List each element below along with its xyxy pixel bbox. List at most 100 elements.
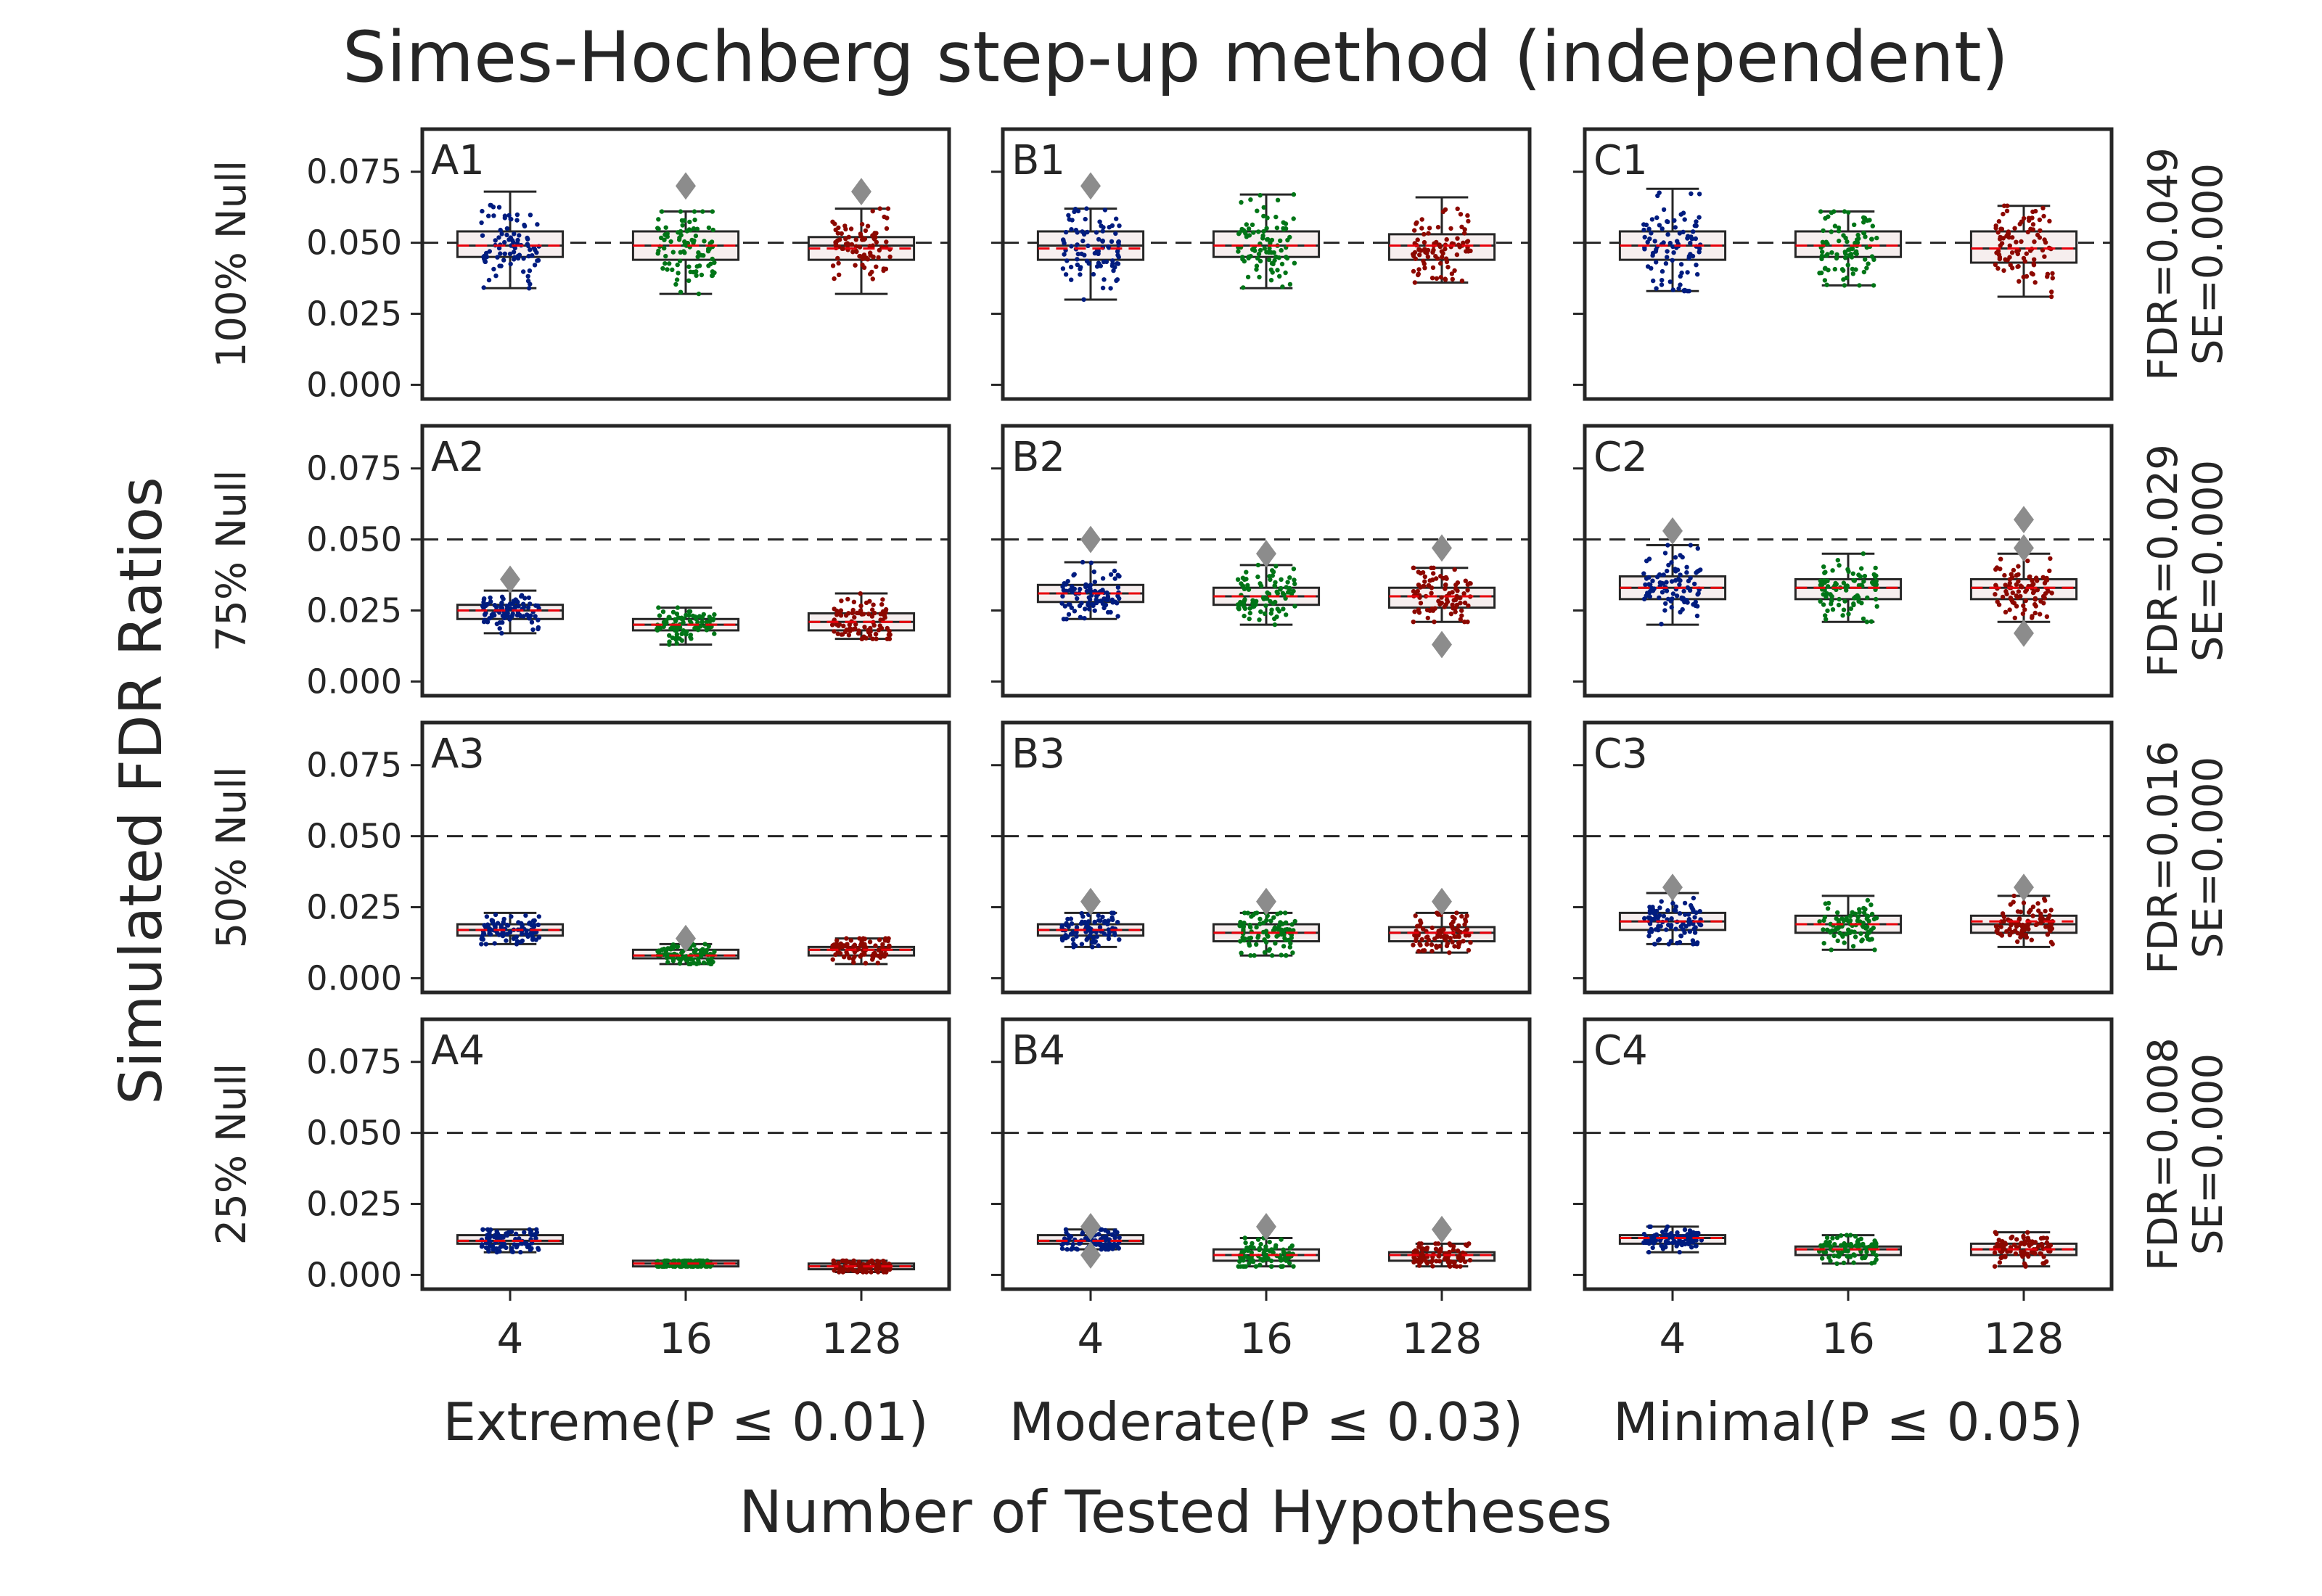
outlier-marker: [1080, 1212, 1101, 1241]
sample-point: [519, 593, 524, 599]
sample-point: [1418, 571, 1424, 576]
sample-point: [1665, 596, 1671, 601]
sample-point: [493, 1233, 498, 1238]
sample-point: [698, 951, 703, 957]
y-tick-label: 0.025: [306, 295, 402, 334]
sample-point: [1248, 924, 1253, 930]
sample-point: [686, 609, 692, 614]
sample-point: [1832, 223, 1838, 229]
outlier-marker: [1432, 534, 1452, 562]
sample-point: [2043, 908, 2048, 914]
sample-point: [1411, 588, 1416, 594]
sample-point: [1842, 209, 1847, 214]
sample-point: [514, 212, 520, 218]
sample-point: [887, 632, 893, 638]
sample-point: [1241, 600, 1247, 606]
sample-point: [1434, 1259, 1439, 1264]
sample-point: [1411, 942, 1416, 947]
sample-point: [1262, 246, 1268, 251]
sample-point: [1247, 943, 1252, 948]
sample-point: [1461, 240, 1466, 245]
sample-point: [691, 1264, 697, 1269]
sample-point: [1083, 606, 1088, 612]
sample-point: [1856, 236, 1861, 242]
sample-point: [830, 263, 836, 268]
sample-point: [1874, 916, 1879, 921]
sample-point: [1848, 606, 1854, 612]
sample-point: [1240, 935, 1245, 940]
sample-point: [1677, 231, 1683, 236]
sample-point: [1421, 261, 1427, 266]
sample-point: [1454, 1264, 1459, 1269]
sample-point: [1664, 927, 1669, 932]
sample-point: [2010, 235, 2015, 240]
sample-point: [1675, 1230, 1680, 1235]
sample-point: [1063, 272, 1069, 277]
sample-point: [1449, 271, 1455, 276]
sample-point: [1063, 1227, 1069, 1233]
sample-point: [1846, 612, 1851, 617]
sample-point: [1673, 555, 1678, 560]
sample-point: [1453, 597, 1459, 603]
sample-point: [1468, 248, 1473, 253]
sample-point: [1833, 927, 1838, 933]
sample-point: [695, 254, 700, 260]
sample-point: [1694, 263, 1699, 268]
sample-point: [853, 622, 858, 627]
sample-point: [1258, 1262, 1263, 1267]
sample-point: [677, 258, 683, 263]
sample-point: [1415, 1259, 1421, 1264]
sample-point: [1665, 543, 1670, 548]
sample-point: [1457, 244, 1463, 250]
sample-point: [1411, 268, 1416, 274]
sample-point: [508, 261, 513, 267]
sample-point: [1429, 591, 1434, 596]
sample-point: [1670, 258, 1675, 263]
sample-point: [2042, 254, 2047, 259]
sample-point: [841, 1269, 846, 1275]
sample-point: [1096, 918, 1101, 923]
sample-point: [1242, 613, 1247, 619]
sample-point: [2013, 928, 2018, 934]
sample-point: [1241, 285, 1246, 290]
sample-point: [1825, 906, 1831, 911]
sample-point: [655, 949, 660, 954]
sample-point: [669, 625, 675, 630]
sample-point: [856, 628, 861, 633]
sample-point: [887, 1267, 893, 1272]
sample-point: [853, 237, 859, 242]
sample-point: [1418, 601, 1424, 606]
sample-point: [1692, 915, 1697, 920]
sample-point: [2027, 1242, 2032, 1247]
sample-point: [486, 213, 491, 218]
sample-point: [702, 950, 708, 955]
sample-point: [667, 615, 672, 621]
sample-point: [513, 1231, 519, 1237]
sample-point: [1456, 928, 1461, 933]
sample-point: [868, 252, 874, 258]
sample-point: [517, 1236, 522, 1241]
sample-point: [1665, 249, 1670, 254]
sample-point: [1992, 1250, 1998, 1255]
sample-point: [1831, 933, 1837, 939]
sample-point: [2004, 591, 2009, 597]
sample-point: [1842, 255, 1848, 260]
sample-point: [1083, 216, 1088, 222]
sample-point: [1424, 250, 1429, 255]
sample-point: [1074, 930, 1079, 935]
sample-point: [867, 598, 872, 604]
sample-point: [873, 234, 878, 240]
sample-point: [868, 271, 873, 276]
sample-point: [1869, 937, 1874, 942]
sample-point: [1678, 282, 1683, 287]
sample-point: [832, 629, 837, 634]
sample-point: [670, 946, 676, 951]
sample-point: [1839, 932, 1845, 937]
sample-point: [1420, 1251, 1425, 1256]
sample-point: [1845, 567, 1850, 572]
sample-point: [1429, 948, 1435, 954]
panel-frame: [1583, 127, 2114, 401]
box-a2-16: [631, 605, 740, 647]
sample-point: [835, 950, 840, 955]
panel-label: A4: [431, 1027, 485, 1074]
